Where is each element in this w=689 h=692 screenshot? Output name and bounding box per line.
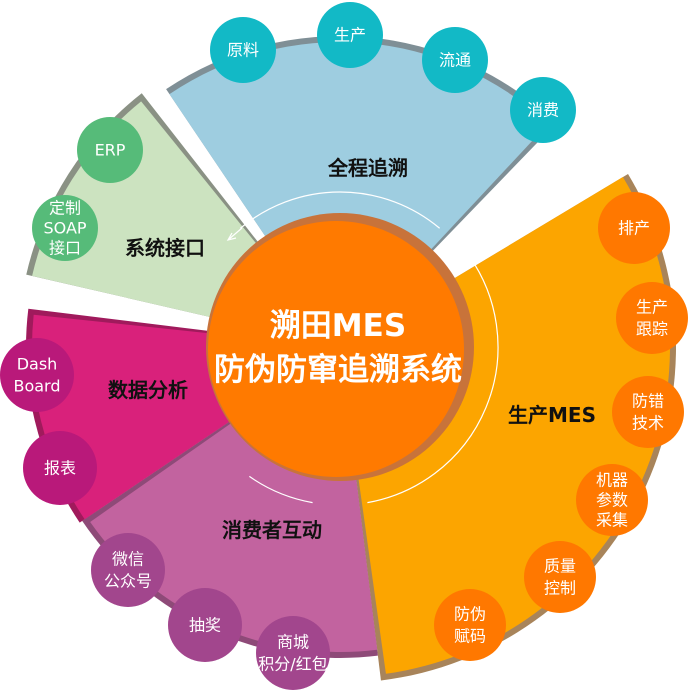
bubble-text: 采集 <box>596 511 628 530</box>
sector-label-interface: 系统接口 <box>125 236 205 260</box>
bubble-trace-1[interactable]: 生产 <box>317 2 383 68</box>
bubble-text: 参数 <box>596 491 628 510</box>
bubble-text: 流通 <box>439 51 471 70</box>
bubble-analysis-1[interactable]: 报表 <box>23 431 97 505</box>
arc-top <box>239 191 441 229</box>
bubble-trace-2[interactable]: 流通 <box>422 27 488 93</box>
bubble-mes-0[interactable]: 排产 <box>598 192 670 264</box>
bubble-circle <box>256 616 330 690</box>
bubble-text: 防伪 <box>454 605 486 624</box>
bubble-text: 控制 <box>544 579 576 598</box>
sector-label-analysis: 数据分析 <box>108 378 188 402</box>
bubble-circle <box>32 195 98 261</box>
bubble-text: 商城 <box>277 633 309 652</box>
center-title: 溯田MES <box>270 308 406 344</box>
bubble-text: 报表 <box>44 459 76 478</box>
bubble-circle <box>23 431 97 505</box>
bubble-text: 跟踪 <box>636 320 668 339</box>
bubble-consumer-1[interactable]: 抽奖 <box>168 588 242 662</box>
bubble-text: SOAP <box>43 219 86 238</box>
bubble-circle <box>598 192 670 264</box>
bubble-text: 公众号 <box>104 572 152 591</box>
bubble-trace-3[interactable]: 消费 <box>510 77 576 143</box>
bubble-text: 微信 <box>112 550 144 569</box>
bubble-circle <box>576 464 648 536</box>
bubble-text: Dash <box>17 355 58 374</box>
bubble-trace-0[interactable]: 原料 <box>210 17 276 83</box>
decorative-arcs <box>226 191 499 504</box>
bubble-analysis-0[interactable]: Dash Board <box>0 338 74 412</box>
center-subtitle: 防伪防窜追溯系统 <box>214 352 462 388</box>
bubble-interface-0[interactable]: ERP <box>77 117 143 183</box>
center-disc <box>208 221 464 477</box>
bubble-text: 消费 <box>527 101 559 120</box>
bubble-circle <box>612 376 684 448</box>
bubble-text: Board <box>13 377 60 396</box>
bubble-text: ERP <box>95 141 126 160</box>
bubble-circle <box>91 533 165 607</box>
bubble-circle <box>434 589 506 661</box>
bubble-text: 接口 <box>49 239 81 258</box>
bubble-circle <box>168 588 242 662</box>
bubble-circle <box>616 282 688 354</box>
bubble-text: 技术 <box>632 414 664 433</box>
bubble-circle <box>422 27 488 93</box>
sector-label-consumer: 消费者互动 <box>222 518 322 542</box>
bubble-text: 机器 <box>596 471 628 490</box>
bubble-circle <box>524 541 596 613</box>
bubble-text: 抽奖 <box>189 616 221 635</box>
bubble-text: 排产 <box>618 219 650 238</box>
arc-right <box>367 256 499 504</box>
bubble-circle <box>317 2 383 68</box>
bubble-text: 原料 <box>227 41 259 60</box>
bubble-text: 定制 <box>49 199 81 218</box>
arrow-icon <box>226 227 243 241</box>
bubble-text: 积分/红包 <box>258 655 327 674</box>
bubble-text: 生产 <box>636 298 668 317</box>
bubble-text: 质量 <box>544 557 576 576</box>
bubble-text: 防错 <box>632 392 664 411</box>
bubble-text: 赋码 <box>454 627 486 646</box>
center-circle: 溯田MES 防伪防窜追溯系统 <box>206 213 474 481</box>
arc-bottom <box>249 475 313 504</box>
bubble-circle <box>210 17 276 83</box>
bubble-circle <box>510 77 576 143</box>
sector-label-trace: 全程追溯 <box>327 156 408 180</box>
bubble-circle <box>0 338 74 412</box>
sector-label-mes: 生产MES <box>508 403 596 427</box>
bubble-circle <box>77 117 143 183</box>
bubble-text: 生产 <box>334 26 366 45</box>
sector-trace[interactable] <box>169 41 549 348</box>
